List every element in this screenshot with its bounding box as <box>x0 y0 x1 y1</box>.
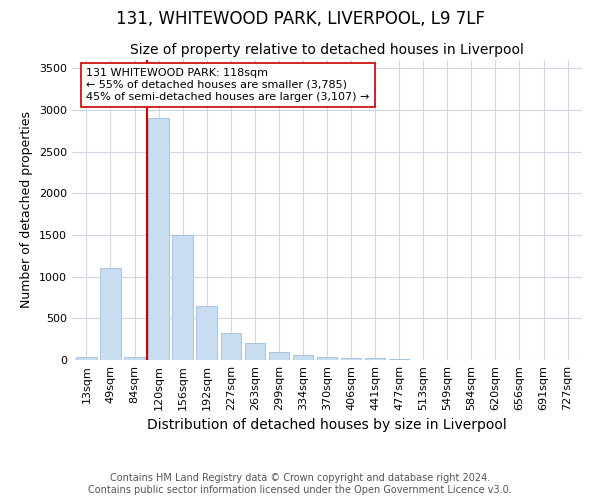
Text: 131 WHITEWOOD PARK: 118sqm
← 55% of detached houses are smaller (3,785)
45% of s: 131 WHITEWOOD PARK: 118sqm ← 55% of deta… <box>86 68 370 102</box>
Bar <box>341 358 361 360</box>
Text: 131, WHITEWOOD PARK, LIVERPOOL, L9 7LF: 131, WHITEWOOD PARK, LIVERPOOL, L9 7LF <box>115 10 485 28</box>
Title: Size of property relative to detached houses in Liverpool: Size of property relative to detached ho… <box>130 44 524 58</box>
Bar <box>221 332 241 360</box>
Bar <box>76 356 97 360</box>
Bar <box>100 268 121 360</box>
Bar <box>317 356 337 360</box>
Bar <box>148 118 169 360</box>
Bar <box>172 235 193 360</box>
X-axis label: Distribution of detached houses by size in Liverpool: Distribution of detached houses by size … <box>147 418 507 432</box>
Bar <box>269 352 289 360</box>
Y-axis label: Number of detached properties: Number of detached properties <box>20 112 34 308</box>
Bar <box>124 356 145 360</box>
Bar <box>196 306 217 360</box>
Bar <box>293 355 313 360</box>
Bar <box>365 358 385 360</box>
Text: Contains HM Land Registry data © Crown copyright and database right 2024.
Contai: Contains HM Land Registry data © Crown c… <box>88 474 512 495</box>
Bar <box>245 344 265 360</box>
Bar <box>389 359 409 360</box>
